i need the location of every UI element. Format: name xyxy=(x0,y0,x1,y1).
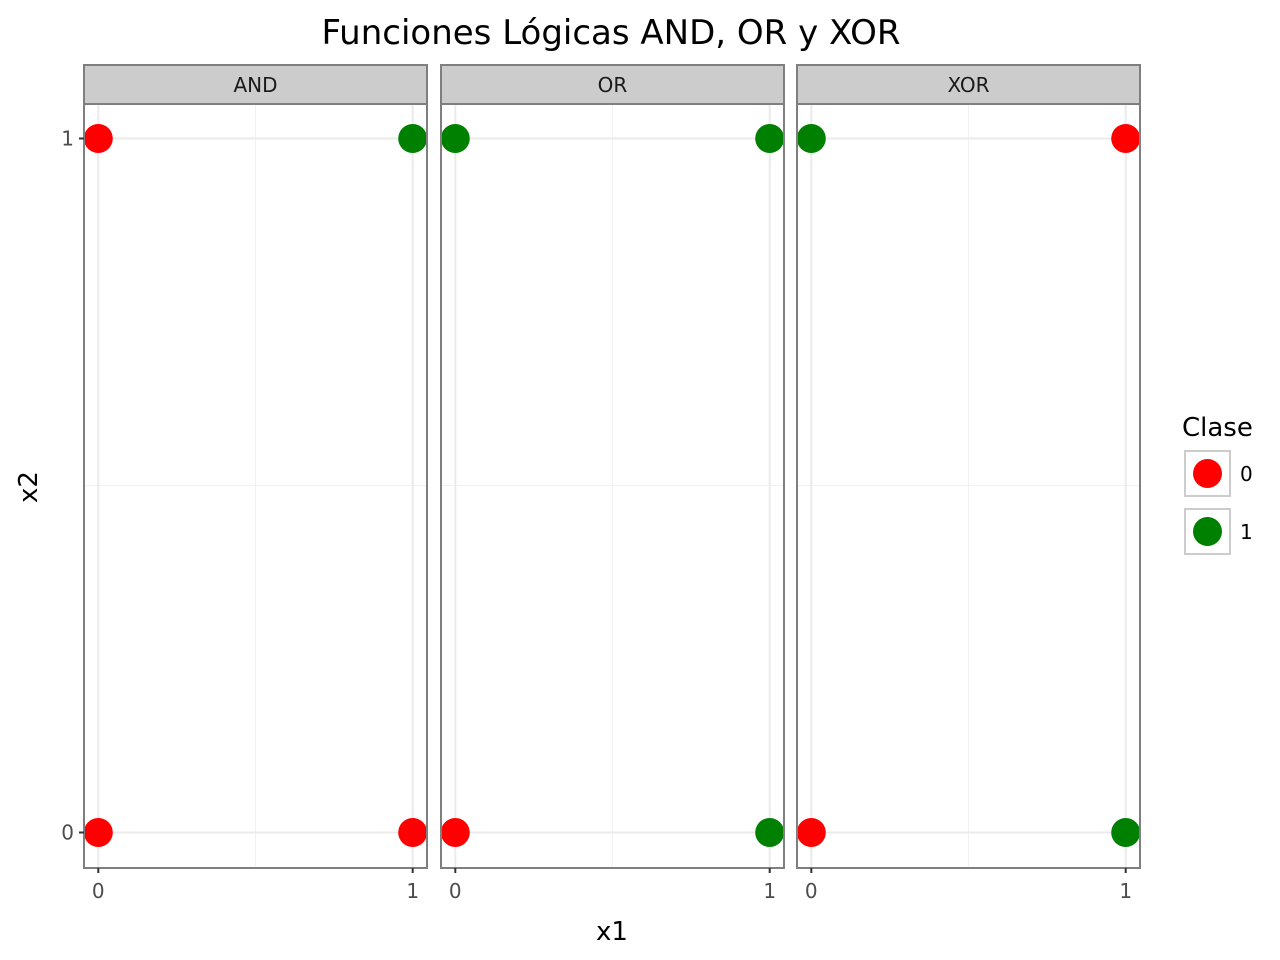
x-tick-label: 0 xyxy=(92,879,105,903)
legend-label: 1 xyxy=(1240,520,1253,544)
y-axis-title: x2 xyxy=(14,471,44,503)
facet-panel-and: AND 0 1 0 1 xyxy=(61,64,428,903)
panel-border xyxy=(83,103,428,869)
legend-label: 0 xyxy=(1240,462,1253,486)
data-point xyxy=(440,818,470,847)
data-point xyxy=(1111,124,1141,153)
legend-title: Clase xyxy=(1182,413,1253,443)
chart-title: Funciones Lógicas AND, OR y XOR xyxy=(321,13,900,53)
data-point xyxy=(796,124,826,153)
legend-item: 1 xyxy=(1184,508,1253,555)
x-tick-label: 1 xyxy=(1119,879,1132,903)
data-point xyxy=(83,818,113,847)
facet-panel-or: OR 0 1 xyxy=(440,64,785,903)
data-point xyxy=(83,124,113,153)
facet-panel-xor: XOR 0 1 xyxy=(796,64,1141,903)
data-point xyxy=(796,818,826,847)
data-point xyxy=(398,124,428,153)
y-tick-label: 1 xyxy=(61,127,74,151)
data-point xyxy=(440,124,470,153)
facet-strip-label: XOR xyxy=(947,73,989,97)
panel-border xyxy=(440,103,785,869)
legend: Clase 0 1 xyxy=(1182,413,1253,555)
facet-panels: AND 0 1 0 1 OR 0 1 XOR 0 1 xyxy=(61,64,1141,903)
legend-key xyxy=(1184,508,1231,555)
data-point xyxy=(1111,818,1141,847)
facet-strip xyxy=(83,64,428,105)
facet-strip xyxy=(796,64,1141,105)
data-point xyxy=(755,818,785,847)
x-tick-label: 1 xyxy=(763,879,776,903)
legend-marker xyxy=(1193,459,1222,488)
legend-marker xyxy=(1193,517,1222,546)
y-tick-label: 0 xyxy=(61,821,74,845)
legend-item: 0 xyxy=(1184,450,1253,497)
data-point xyxy=(755,124,785,153)
facet-strip-label: OR xyxy=(598,73,628,97)
x-axis-title: x1 xyxy=(596,917,628,947)
panel-border xyxy=(796,103,1141,869)
x-tick-label: 0 xyxy=(449,879,462,903)
data-point xyxy=(398,818,428,847)
x-tick-label: 1 xyxy=(406,879,419,903)
facet-strip-label: AND xyxy=(233,73,277,97)
x-tick-label: 0 xyxy=(805,879,818,903)
